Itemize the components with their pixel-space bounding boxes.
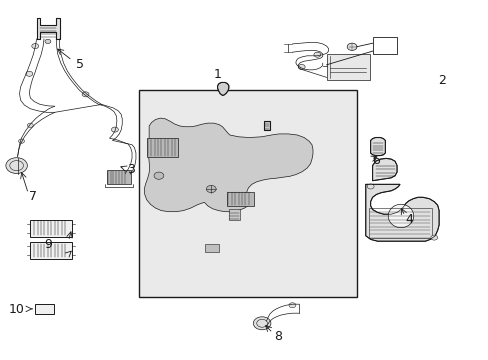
Text: 4: 4	[405, 213, 413, 226]
Circle shape	[19, 139, 24, 143]
Bar	[30, 220, 72, 237]
Text: 1: 1	[213, 68, 221, 81]
Bar	[146, 138, 178, 157]
Circle shape	[206, 185, 216, 193]
Circle shape	[26, 71, 33, 76]
Polygon shape	[144, 118, 312, 212]
Text: 7: 7	[29, 190, 37, 203]
Text: 8: 8	[273, 330, 281, 343]
Polygon shape	[264, 121, 269, 130]
Bar	[139, 90, 356, 297]
Circle shape	[298, 64, 305, 69]
Bar	[106, 170, 131, 184]
Circle shape	[430, 235, 437, 240]
Text: 6: 6	[371, 154, 379, 167]
Circle shape	[82, 92, 89, 97]
Bar	[326, 54, 369, 80]
Bar	[372, 37, 396, 54]
Text: 3: 3	[127, 163, 135, 176]
Circle shape	[27, 123, 33, 127]
Text: 10: 10	[9, 303, 24, 316]
Polygon shape	[217, 82, 228, 95]
Text: 9: 9	[44, 238, 52, 251]
Text: 5: 5	[76, 58, 83, 71]
Circle shape	[45, 39, 51, 44]
Bar	[368, 208, 431, 238]
Polygon shape	[372, 158, 396, 181]
Circle shape	[154, 172, 163, 179]
Bar	[35, 304, 54, 314]
Polygon shape	[37, 18, 60, 39]
Circle shape	[366, 184, 373, 189]
Circle shape	[313, 52, 320, 57]
Polygon shape	[365, 184, 438, 241]
Circle shape	[288, 303, 295, 308]
Bar	[227, 192, 254, 206]
Circle shape	[32, 44, 39, 49]
Bar	[228, 209, 239, 220]
Bar	[30, 242, 72, 259]
Circle shape	[111, 127, 118, 132]
Bar	[205, 244, 219, 252]
Circle shape	[253, 317, 270, 330]
Polygon shape	[370, 138, 385, 156]
Ellipse shape	[387, 204, 413, 228]
Circle shape	[346, 43, 356, 50]
Text: 2: 2	[437, 75, 445, 87]
Circle shape	[6, 158, 27, 174]
